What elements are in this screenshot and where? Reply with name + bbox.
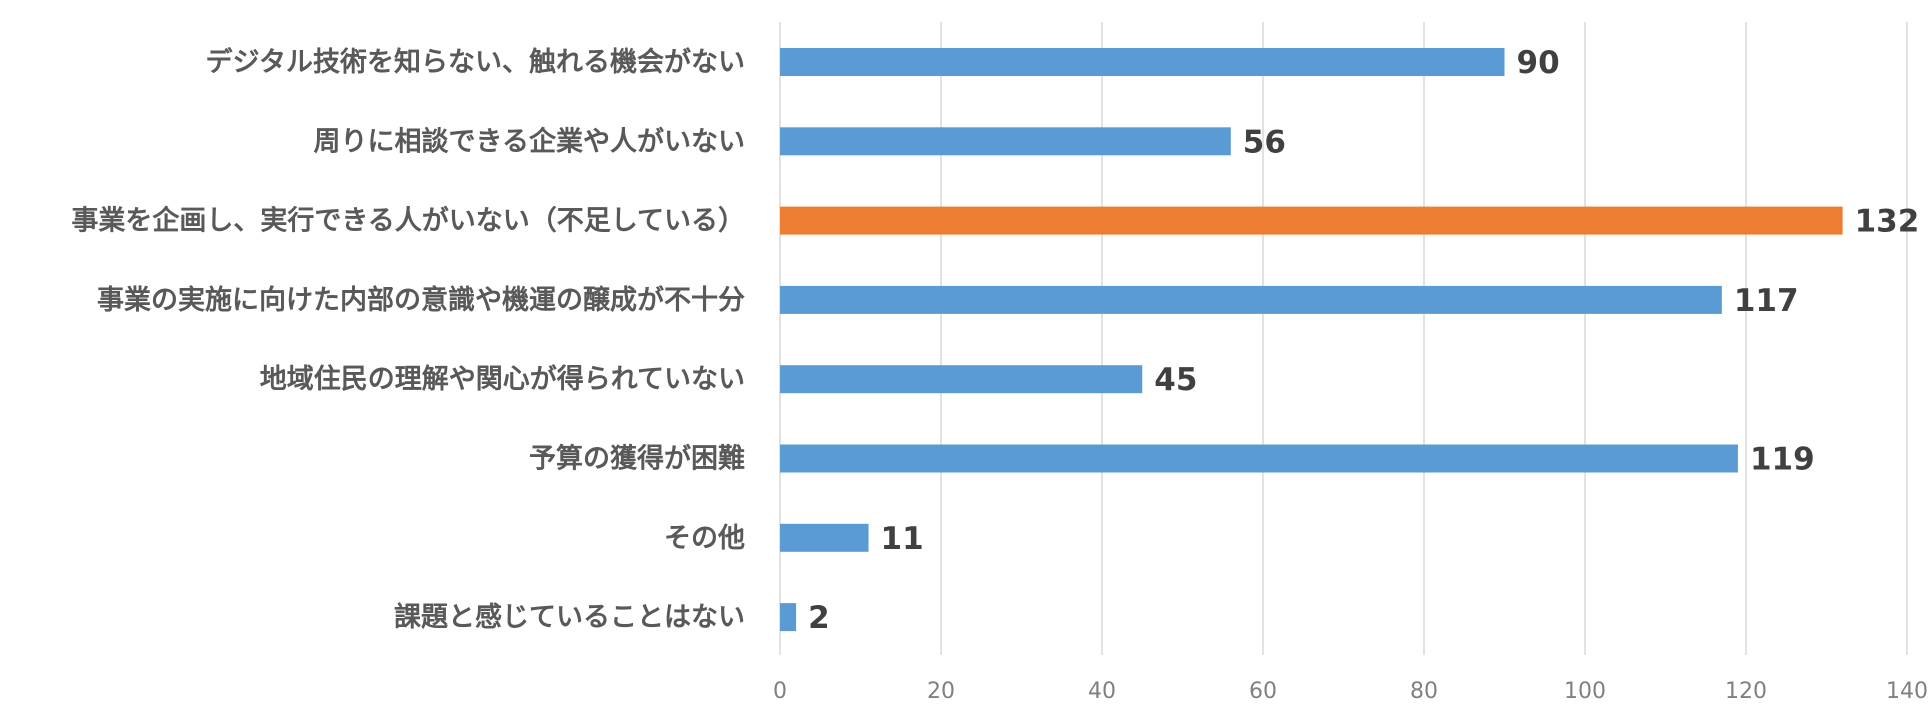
- value-label-5: 119: [1750, 442, 1815, 478]
- bar-3: [780, 285, 1722, 314]
- x-tick-label: 120: [1725, 679, 1767, 704]
- bar-7: [780, 603, 797, 632]
- x-tick-label: 40: [1088, 679, 1116, 704]
- category-labels: デジタル技術を知らない、触れる機会がない周りに相談できる企業や人がいない事業を企…: [71, 46, 745, 633]
- category-label-3: 事業の実施に向けた内部の意識や機運の醸成が不十分: [97, 284, 745, 316]
- bar-4: [780, 365, 1143, 394]
- category-label-7: 課題と感じていることはない: [394, 601, 745, 633]
- bar-5: [780, 444, 1738, 473]
- category-label-1: 周りに相談できる企業や人がいない: [314, 125, 745, 157]
- gridlines: [779, 22, 1908, 655]
- bar-2: [780, 206, 1843, 235]
- x-axis-tick-labels: 0 20 40 60 80 100 120 140: [773, 679, 1928, 704]
- value-label-4: 45: [1154, 362, 1197, 398]
- value-labels: 90 56 132 117 45 119 11 2: [808, 45, 1919, 636]
- x-tick-label: 20: [927, 679, 955, 704]
- bar-0: [780, 48, 1505, 76]
- x-tick-label: 80: [1410, 679, 1438, 704]
- value-label-2: 132: [1855, 204, 1920, 240]
- category-label-4: 地域住民の理解や関心が得られていない: [260, 363, 745, 395]
- category-label-5: 予算の獲得が困難: [529, 443, 745, 475]
- value-label-7: 2: [808, 600, 830, 636]
- category-label-6: その他: [664, 523, 745, 554]
- category-label-0: デジタル技術を知らない、触れる機会がない: [206, 46, 745, 78]
- value-label-3: 117: [1734, 283, 1799, 319]
- x-tick-label: 100: [1564, 679, 1606, 704]
- value-label-6: 11: [881, 521, 924, 557]
- x-tick-label: 140: [1886, 679, 1928, 704]
- x-tick-label: 0: [773, 679, 787, 704]
- value-label-1: 56: [1243, 124, 1286, 160]
- category-label-2: 事業を企画し、実行できる人がいない（不足している）: [71, 205, 745, 237]
- bar-6: [780, 523, 869, 552]
- value-label-0: 90: [1517, 45, 1560, 81]
- bars: [780, 48, 1843, 632]
- bar-1: [780, 127, 1231, 156]
- x-tick-label: 60: [1249, 679, 1277, 704]
